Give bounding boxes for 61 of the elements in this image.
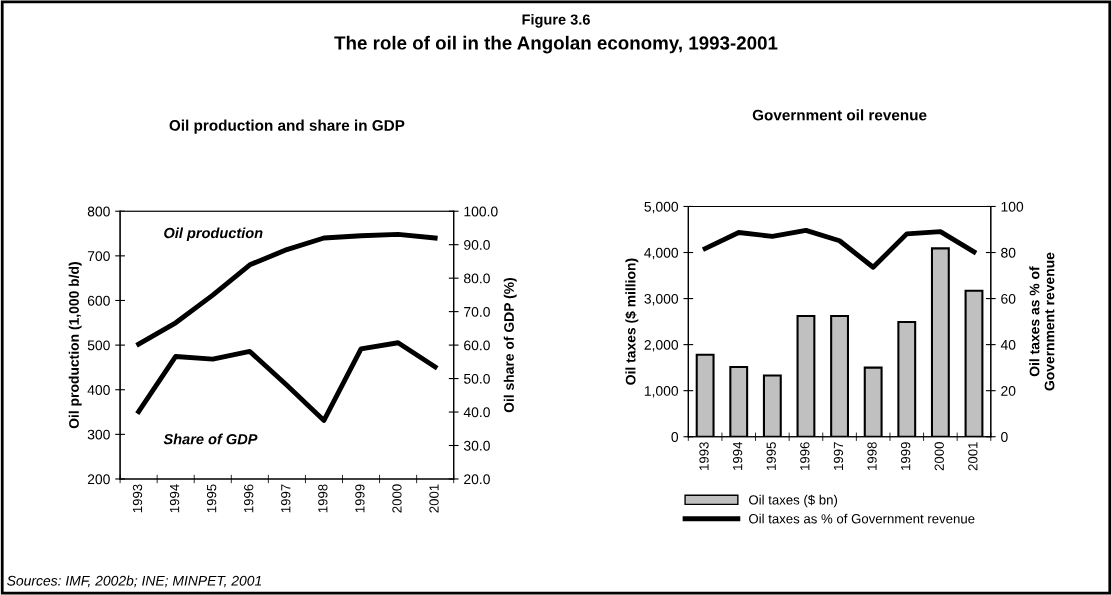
source-note: Sources: IMF, 2002b; INE; MINPET, 2001 — [7, 575, 262, 588]
line-series — [136, 340, 438, 423]
y-tick-label: 2,000 — [644, 339, 679, 352]
caption: Figure 3.6 — [522, 14, 590, 28]
x-tick-label: 1996 — [244, 484, 254, 513]
y-tick-label: 5,000 — [644, 201, 679, 214]
y-axis-title: Oil taxes ($ million) — [625, 258, 639, 385]
x-tick-label: 2001 — [429, 484, 439, 513]
y2-tick-label: 80.0 — [464, 273, 490, 284]
x-tick-label: 1997 — [833, 442, 844, 470]
x-tick-label: 1993 — [132, 484, 143, 513]
y-tick-label: 0 — [671, 432, 679, 442]
x-tick-label: 1993 — [699, 442, 709, 470]
x-tick-label: 1998 — [867, 442, 877, 470]
y2-tick-label: 80 — [1001, 247, 1016, 258]
legend-label: Oil taxes ($ bn) — [749, 494, 838, 508]
x-tick-label: 1994 — [732, 441, 743, 470]
y2-tick-label: 30.0 — [463, 440, 490, 451]
y2-tick-label: 90.0 — [464, 240, 490, 250]
x-tick-label: 2000 — [392, 484, 402, 513]
y2-tick-label: 50.0 — [463, 373, 490, 384]
y2-tick-label: 20 — [1001, 386, 1016, 396]
x-tick-label: 2000 — [934, 442, 944, 471]
x-tick-label: 1999 — [900, 442, 911, 470]
x-tick-label: 1999 — [355, 484, 365, 513]
x-tick-label: 1997 — [281, 484, 291, 513]
y2-axis-title: Oil share of GDP (%) — [503, 278, 517, 413]
y2-tick-label: 0 — [1001, 432, 1008, 442]
y2-tick-label: 20.0 — [464, 474, 490, 485]
y2-tick-label: 40 — [1000, 339, 1016, 350]
y2-tick-label: 100.0 — [464, 206, 498, 217]
x-tick-label: 1995 — [766, 442, 776, 470]
y-tick-label: 200 — [87, 474, 110, 485]
legend-label: Oil taxes as % of Government revenue — [749, 513, 975, 524]
y2-tick-label: 70.0 — [464, 306, 490, 317]
x-tick-label: 1994 — [169, 484, 180, 513]
y-tick-label: 600 — [87, 295, 110, 306]
y2-tick-label: 60 — [1001, 293, 1016, 304]
y-tick-label: 3,000 — [644, 293, 679, 306]
x-tick-label: 1996 — [800, 442, 810, 470]
y-tick-label: 300 — [87, 429, 110, 440]
x-tick-label: 1998 — [318, 484, 328, 513]
y-tick-label: 4,000 — [644, 247, 679, 260]
y2-axis-title: Oil taxes as % of Government revenue — [1029, 252, 1055, 391]
text: The role of oil in the Angolan economy, 1993-2001 — [334, 35, 778, 54]
chart-title: Government oil revenue — [752, 109, 927, 121]
y-axis-title: Oil production (1,000 b/d) — [68, 262, 82, 429]
chart-title: Oil production and share in GDP — [169, 119, 405, 134]
x-tick-label: 1995 — [206, 484, 217, 513]
y-tick-label: 700 — [87, 251, 110, 262]
y2-tick-label: 40.0 — [463, 407, 490, 418]
x-tick-label: 2001 — [968, 442, 978, 471]
line-series — [702, 227, 977, 270]
y2-tick-label: 100 — [1001, 201, 1024, 212]
y-tick-label: 400 — [87, 385, 110, 395]
y-tick-label: 500 — [87, 340, 110, 351]
text: Share of GDP — [163, 433, 258, 445]
y-tick-label: 1,000 — [644, 386, 679, 398]
y2-tick-label: 60.0 — [464, 340, 490, 351]
y-tick-label: 800 — [87, 206, 110, 217]
series-label: Oil production — [164, 227, 263, 242]
